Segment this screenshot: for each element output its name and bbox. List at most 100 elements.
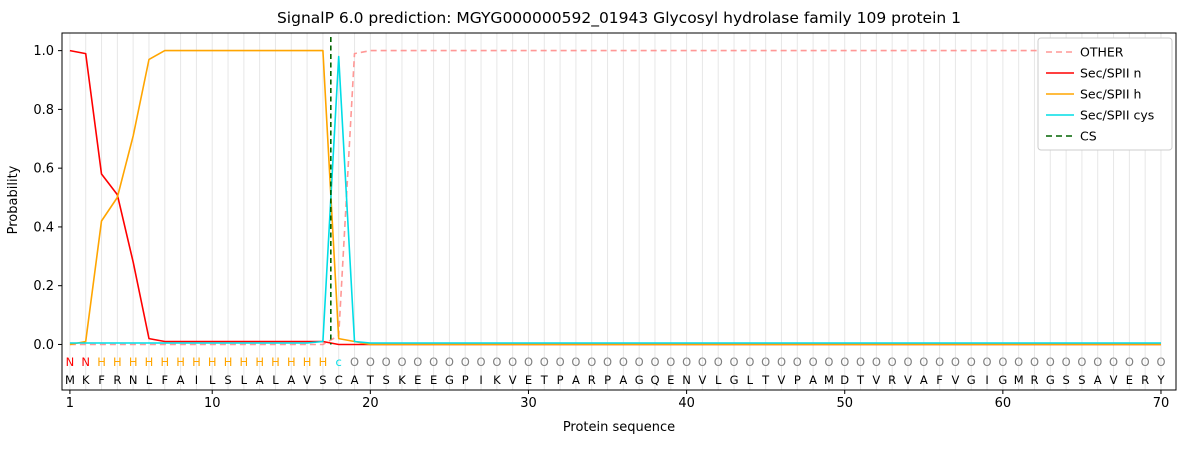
annotation-letter: O [666, 355, 675, 369]
annotation-letter: O [382, 355, 391, 369]
sequence-letter: V [303, 373, 311, 387]
legend-label: CS [1080, 129, 1097, 144]
sequence-letter: S [383, 373, 390, 387]
annotation-letter: H [208, 355, 217, 369]
sequence-letter: V [951, 373, 959, 387]
sequence-letter: V [778, 373, 786, 387]
annotation-letter: O [872, 355, 881, 369]
annotation-letter: N [81, 355, 90, 369]
sequence-letter: E [414, 373, 421, 387]
annotation-letter: H [129, 355, 138, 369]
sequence-letter: V [1110, 373, 1118, 387]
annotation-letter: O [650, 355, 659, 369]
y-tick-label: 0.8 [33, 103, 54, 118]
sequence-letter: V [509, 373, 517, 387]
series-line-sec-spii-h [69, 49, 1161, 346]
sequence-letter: R [888, 373, 896, 387]
annotation-letter: O [824, 355, 833, 369]
sequence-letter: G [730, 373, 739, 387]
annotation-letter: O [619, 355, 628, 369]
x-tick-label: 20 [362, 396, 379, 411]
annotation-letter: O [682, 355, 691, 369]
annotation-letter: N [66, 355, 75, 369]
sequence-letter: T [366, 373, 375, 387]
x-axis-label: Protein sequence [563, 420, 675, 435]
sequence-letter: V [872, 373, 880, 387]
annotation-letter: O [508, 355, 517, 369]
annotation-letter: O [761, 355, 770, 369]
sequence-letter: V [698, 373, 706, 387]
x-tick-label: 30 [520, 396, 537, 411]
annotation-letter: O [983, 355, 992, 369]
annotation-letter: H [287, 355, 296, 369]
sequence-letter: T [856, 373, 865, 387]
annotation-letter: H [97, 355, 106, 369]
annotation-letter: O [492, 355, 501, 369]
y-tick-label: 0.0 [33, 338, 54, 353]
annotation-letter: O [967, 355, 976, 369]
annotation-letter: O [698, 355, 707, 369]
sequence-letter: A [287, 373, 295, 387]
sequence-letter: P [557, 373, 564, 387]
annotation-letter: O [1125, 355, 1134, 369]
sequence-letter: R [1030, 373, 1038, 387]
annotation-letter: O [935, 355, 944, 369]
sequence-letter: G [635, 373, 644, 387]
sequence-letter: K [398, 373, 406, 387]
annotation-letter: O [556, 355, 565, 369]
annotation-letter: O [856, 355, 865, 369]
annotation-letter: H [240, 355, 249, 369]
y-tick-label: 0.6 [33, 162, 54, 177]
annotation-letter: O [635, 355, 644, 369]
sequence-letter: P [462, 373, 469, 387]
annotation-letter: O [1156, 355, 1165, 369]
sequence-letter: C [335, 373, 343, 387]
y-tick-label: 1.0 [33, 44, 54, 59]
x-tick-label: 40 [678, 396, 695, 411]
sequence-letter: L [241, 373, 248, 387]
sequence-letter: I [479, 373, 482, 387]
sequence-letter: E [667, 373, 674, 387]
sequence-letter: E [525, 373, 532, 387]
sequence-letter: K [82, 373, 90, 387]
y-axis-label: Probability [6, 165, 21, 234]
legend-label: Sec/SPII n [1080, 66, 1141, 81]
sequence-letter: F [161, 373, 168, 387]
sequence-letter: K [493, 373, 501, 387]
sequence-letter: A [177, 373, 185, 387]
annotation-letter: O [730, 355, 739, 369]
annotation-letter: O [1109, 355, 1118, 369]
x-tick-label: 60 [995, 396, 1012, 411]
sequence-letter: S [1062, 373, 1069, 387]
sequence-letter: V [904, 373, 912, 387]
annotation-letter: H [176, 355, 185, 369]
series-line-sec-spii-n [69, 49, 1161, 346]
sequence-letter: L [715, 373, 722, 387]
annotation-letter: O [477, 355, 486, 369]
annotation-letter: O [840, 355, 849, 369]
annotation-letter: H [255, 355, 264, 369]
sequence-letter: L [146, 373, 153, 387]
sequence-letter: A [572, 373, 580, 387]
x-tick-label: 10 [204, 396, 221, 411]
sequence-letter: G [967, 373, 976, 387]
sequence-letter: D [840, 373, 849, 387]
annotation-letter: O [1046, 355, 1055, 369]
sequence-letter: P [604, 373, 611, 387]
sequence-letter: L [747, 373, 754, 387]
annotation-letter: O [998, 355, 1007, 369]
sequence-letter: L [272, 373, 279, 387]
annotation-letter: O [888, 355, 897, 369]
sequence-letter: A [351, 373, 359, 387]
annotation-letter: O [809, 355, 818, 369]
x-tick-label: 70 [1153, 396, 1170, 411]
annotation-letter: H [145, 355, 154, 369]
sequence-letter: F [936, 373, 943, 387]
sequence-letter: I [985, 373, 988, 387]
sequence-letter: M [65, 373, 75, 387]
sequence-letter: T [540, 373, 549, 387]
annotation-letter: O [350, 355, 359, 369]
annotation-letter: O [793, 355, 802, 369]
annotation-letter: O [445, 355, 454, 369]
sequence-letter: A [1094, 373, 1102, 387]
